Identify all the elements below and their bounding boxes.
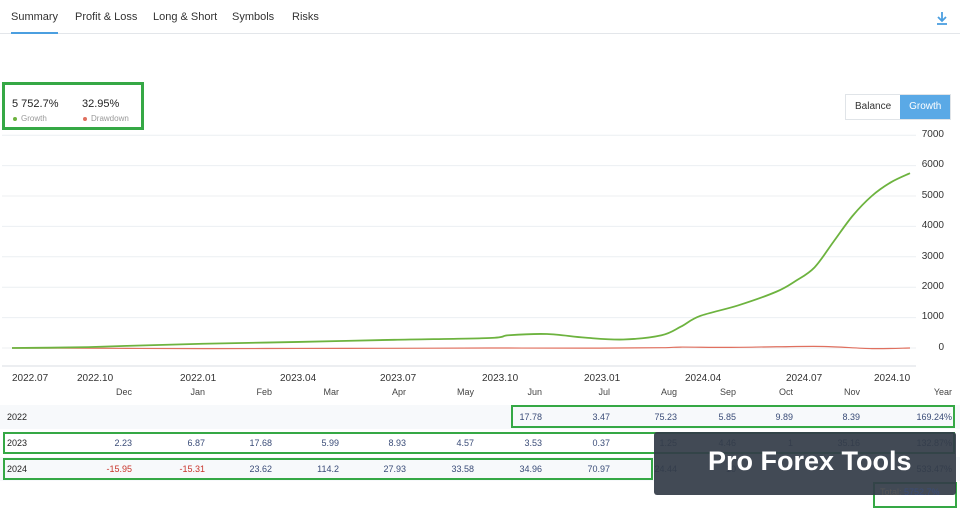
drawdown-label: Drawdown <box>91 114 129 123</box>
month-value-cell: 75.23 <box>654 412 677 422</box>
tab-profit-loss[interactable]: Profit & Loss <box>75 11 138 23</box>
growth-series-line <box>11 172 911 349</box>
month-value-cell: 3.53 <box>524 438 542 448</box>
stats-summary: 5 752.7% Growth 32.95% Drawdown <box>2 82 144 130</box>
watermark-text: Pro Forex Tools <box>708 446 912 476</box>
growth-label: Growth <box>21 114 47 123</box>
download-icon[interactable] <box>934 10 950 26</box>
month-value-cell: 0.37 <box>592 438 610 448</box>
y-tick-label: 3000 <box>921 251 944 262</box>
highlight-box <box>511 405 955 428</box>
x-tick-label: 2022.07 <box>12 373 49 384</box>
month-header: Oct <box>778 387 793 397</box>
x-tick-label: 2024.10 <box>874 373 911 384</box>
growth-value: 5 752.7% <box>12 98 59 110</box>
month-value-cell: 70.97 <box>587 464 610 474</box>
month-value-cell: 5.85 <box>718 412 736 422</box>
x-tick-label: 2024.07 <box>786 373 823 384</box>
month-header: May <box>456 387 474 397</box>
month-header: Feb <box>256 387 272 397</box>
month-value-cell: 4.57 <box>456 438 474 448</box>
month-header: Nov <box>843 387 860 397</box>
chart-mode-toggle: Balance Growth <box>845 94 952 120</box>
drawdown-legend-dot <box>83 117 87 121</box>
month-value-cell: 34.96 <box>519 464 542 474</box>
y-tick-label: 2000 <box>921 281 944 292</box>
x-tick-label: 2023.10 <box>482 373 519 384</box>
month-header: Mar <box>323 387 340 397</box>
growth-legend-dot <box>13 117 17 121</box>
month-value-cell: 33.58 <box>451 464 474 474</box>
row-year: 2024 <box>7 464 28 474</box>
month-value-cell: 23.62 <box>249 464 272 474</box>
year-header: Year <box>933 387 952 397</box>
x-tick-label: 2023.07 <box>380 373 417 384</box>
x-tick-label: 2022.01 <box>180 373 217 384</box>
y-tick-label: 0 <box>938 342 944 353</box>
x-tick-label: 2022.10 <box>77 373 114 384</box>
chart-grid <box>2 134 916 367</box>
month-header: Aug <box>660 387 677 397</box>
row-year: 2023 <box>7 438 28 448</box>
total-value: 5752.7% <box>904 487 940 497</box>
y-tick-label: 1000 <box>921 311 944 322</box>
watermark-banner: Pro Forex Tools <box>654 432 956 495</box>
month-header: Jan <box>190 387 205 397</box>
month-header: Jun <box>527 387 542 397</box>
y-tick-label: 4000 <box>921 220 944 231</box>
month-value-cell: 2.23 <box>114 438 132 448</box>
month-value-cell: 17.68 <box>249 438 272 448</box>
month-value-cell: 8.93 <box>388 438 406 448</box>
total-label: Total: <box>880 487 902 497</box>
row-year: 2022 <box>7 412 28 422</box>
y-tick-label: 5000 <box>921 190 944 201</box>
growth-button[interactable]: Growth <box>900 95 951 119</box>
balance-button[interactable]: Balance <box>846 95 901 119</box>
month-value-cell: 6.87 <box>187 438 205 448</box>
month-value-cell: 9.89 <box>775 412 793 422</box>
y-tick-label: 6000 <box>921 159 944 170</box>
tab-risks[interactable]: Risks <box>292 11 319 23</box>
month-value-cell: 3.47 <box>592 412 610 422</box>
month-header: Jul <box>598 387 610 397</box>
y-tick-label: 7000 <box>921 129 944 140</box>
x-tick-label: 2023.04 <box>280 373 317 384</box>
month-header: Dec <box>115 387 132 397</box>
highlight-box <box>3 458 653 480</box>
year-total-cell: 169.24% <box>916 412 952 422</box>
month-header: Sep <box>719 387 736 397</box>
month-value-cell: -15.31 <box>179 464 205 474</box>
x-tick-label: 2023.01 <box>584 373 621 384</box>
tab-symbols[interactable]: Symbols <box>232 11 275 23</box>
tab-long-short[interactable]: Long & Short <box>153 11 218 23</box>
x-tick-label: 2024.04 <box>685 373 722 384</box>
month-value-cell: 17.78 <box>519 412 542 422</box>
tab-summary[interactable]: Summary <box>11 0 59 34</box>
total-growth: Total: 5752.7% <box>880 487 940 497</box>
chart-series <box>11 172 911 350</box>
month-header: Apr <box>391 387 406 397</box>
month-value-cell: -15.95 <box>106 464 132 474</box>
tab-bar: Summary Profit & Loss Long & Short Symbo… <box>0 0 960 34</box>
month-value-cell: 5.99 <box>321 438 339 448</box>
growth-chart <box>2 134 916 367</box>
month-value-cell: 27.93 <box>383 464 406 474</box>
month-value-cell: 114.2 <box>317 464 339 474</box>
drawdown-value: 32.95% <box>82 98 120 110</box>
month-value-cell: 8.39 <box>842 412 860 422</box>
drawdown-series-line <box>11 345 911 350</box>
table-row-2022: 2022 17.78 3.47 75.23 5.85 9.89 8.39 169.24% <box>0 405 960 429</box>
